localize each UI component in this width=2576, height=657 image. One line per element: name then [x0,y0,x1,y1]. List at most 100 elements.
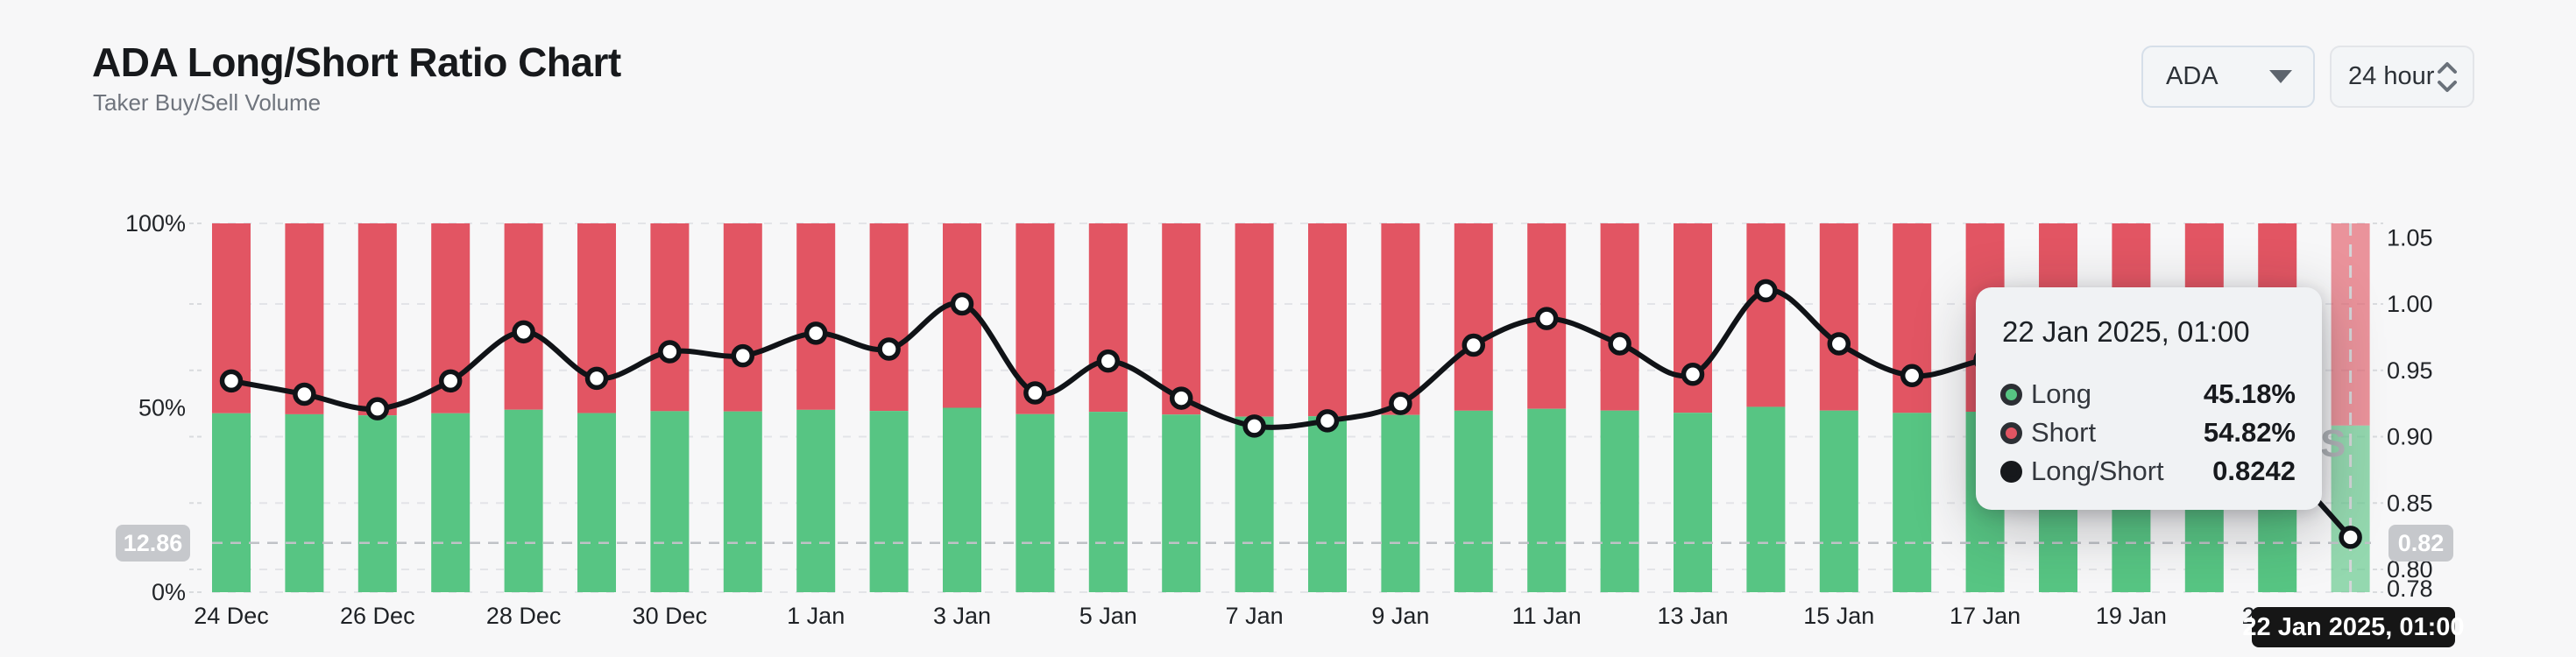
x-axis-label: 28 Dec [486,603,562,629]
page-title: ADA Long/Short Ratio Chart [92,39,621,85]
right-axis-label: 0.95 [2387,357,2433,384]
ratio-point[interactable] [584,366,609,391]
ratio-point[interactable] [438,369,463,393]
watermark-text: S [2320,422,2346,465]
symbol-dropdown-value: ADA [2166,62,2219,90]
bar-long[interactable] [431,413,471,592]
x-axis-date-tooltip: 22 Jan 2025, 01:00 [2242,607,2465,647]
bar-long[interactable] [1527,408,1567,592]
short-marker-icon [2000,421,2022,444]
bar-short[interactable] [723,223,762,412]
bar-long[interactable] [1235,416,1274,592]
long-marker-icon [2000,383,2022,406]
bar-short[interactable] [1088,223,1128,413]
bar-long[interactable] [285,413,324,592]
ratio-point[interactable] [512,320,535,344]
interval-dropdown[interactable]: 24 hour [2330,46,2474,108]
ratio-point[interactable] [293,382,316,406]
ratio-point[interactable] [658,340,682,364]
bar-long[interactable] [212,413,251,592]
ratio-point[interactable] [1608,332,1631,356]
bar-short[interactable] [504,223,543,410]
symbol-dropdown[interactable]: ADA [2141,46,2315,108]
x-axis-label: 24 Dec [194,603,269,629]
ratio-point[interactable] [1169,386,1193,410]
ratio-point[interactable] [950,292,974,316]
tooltip-ratio-value: 0.8242 [2212,456,2296,486]
bar-short[interactable] [285,223,324,414]
ratio-point[interactable] [1389,392,1412,415]
bar-long[interactable] [1088,412,1128,592]
bar-short[interactable] [796,223,836,410]
ratio-point[interactable] [219,369,244,393]
ratio-point[interactable] [365,397,390,420]
tooltip-date: 22 Jan 2025, 01:00 [2002,315,2250,348]
ratio-point[interactable] [803,321,828,345]
x-axis-label: 7 Jan [1226,603,1284,629]
bar-long[interactable] [650,411,690,592]
bar-short[interactable] [357,223,397,416]
right-axis-label: 0.90 [2387,424,2433,450]
bar-long[interactable] [1308,416,1347,592]
bar-short[interactable] [1162,223,1201,415]
ratio-point[interactable] [731,343,755,368]
x-axis-label: 1 Jan [787,603,845,629]
x-axis-label: 3 Jan [933,603,991,629]
bar-long[interactable] [1016,413,1055,592]
bar-short[interactable] [1308,223,1347,417]
crosshair-left-value-badge: 12.86 [116,525,190,562]
bar-long[interactable] [357,415,397,592]
crosshair-right-value-badge: 0.82 [2388,525,2453,562]
tooltip-ratio-label: Long/Short [2031,456,2164,486]
bar-long[interactable] [1600,410,1639,592]
tooltip-long-label: Long [2031,378,2091,409]
bar-short[interactable] [1235,223,1274,417]
ratio-point[interactable] [1534,307,1559,330]
ratio-point[interactable] [2339,526,2362,549]
bar-long[interactable] [943,407,981,593]
bar-short[interactable] [1381,223,1420,415]
tooltip-row-short: Short 54.82% [2000,413,2296,452]
bar-long[interactable] [577,413,616,592]
bar-long[interactable] [504,409,543,592]
right-axis-label: 0.85 [2387,490,2433,516]
bar-short[interactable] [1600,223,1639,411]
bar-long[interactable] [723,411,762,592]
ratio-point[interactable] [1827,332,1851,356]
bar-short[interactable] [650,223,690,412]
x-axis-label: 15 Jan [1803,603,1874,629]
ratio-marker-icon [2000,460,2022,483]
bar-short[interactable] [1454,223,1493,411]
ratio-point[interactable] [1096,349,1121,373]
tooltip-short-label: Short [2031,417,2097,448]
ratio-point[interactable] [1315,409,1340,433]
ratio-point[interactable] [1023,381,1047,405]
x-axis-label: 19 Jan [2096,603,2167,629]
bar-long[interactable] [1454,410,1493,592]
x-axis-label: 9 Jan [1371,603,1429,629]
ratio-point[interactable] [1754,279,1778,303]
bar-long[interactable] [869,411,909,592]
bar-short[interactable] [1746,223,1786,407]
bar-short[interactable] [1819,223,1858,411]
bar-long[interactable] [1819,410,1858,592]
x-axis-label: 17 Jan [1950,603,2020,629]
ratio-point[interactable] [1461,333,1486,357]
bar-short[interactable] [869,223,909,412]
bar-long[interactable] [1381,414,1420,592]
right-axis-label: 1.05 [2387,224,2433,251]
x-axis-label: 5 Jan [1079,603,1137,629]
bar-long[interactable] [796,409,836,592]
hover-tooltip: 22 Jan 2025, 01:00 Long 45.18% Short 54.… [1976,287,2322,510]
bar-long[interactable] [1674,413,1712,592]
ratio-point[interactable] [1900,364,1924,388]
bar-long[interactable] [1893,413,1932,592]
ratio-point[interactable] [1681,363,1705,386]
ratio-point[interactable] [877,337,901,361]
bar-long[interactable] [1162,414,1201,592]
bar-long[interactable] [1746,406,1786,592]
left-axis-label: 100% [125,210,186,237]
x-axis-label: 26 Dec [340,603,415,629]
right-axis-label: 0.78 [2387,576,2433,602]
ratio-point[interactable] [1242,414,1266,438]
